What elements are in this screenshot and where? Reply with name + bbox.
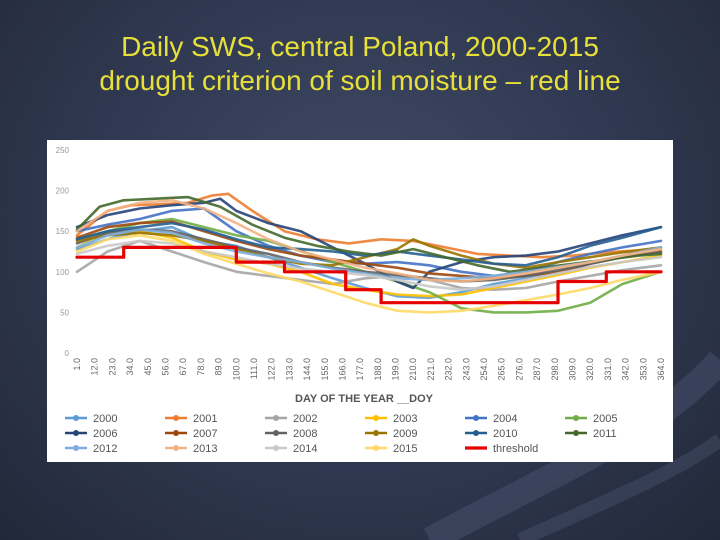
legend-marker	[273, 415, 279, 421]
legend-marker	[173, 430, 179, 436]
legend-marker	[273, 430, 279, 436]
legend-marker	[373, 445, 379, 451]
x-tick-label: 100.0	[231, 358, 241, 381]
legend-label: 2012	[93, 443, 117, 455]
legend-marker	[73, 445, 79, 451]
legend-marker	[273, 445, 279, 451]
x-axis-label: DAY OF THE YEAR __DOY	[295, 393, 434, 405]
legend-label: 2009	[393, 428, 417, 440]
title-line-1: Daily SWS, central Poland, 2000-2015	[121, 31, 599, 62]
x-tick-label: 298.0	[550, 358, 560, 381]
y-tick-label: 100	[56, 268, 70, 277]
legend-marker	[473, 430, 479, 436]
series-line-threshold	[75, 245, 663, 305]
x-tick-label: 287.0	[532, 358, 542, 381]
x-tick-label: 353.0	[638, 358, 648, 381]
x-tick-label: 23.0	[107, 358, 117, 376]
legend-label: 2015	[393, 443, 417, 455]
legend-label: 2002	[293, 413, 317, 425]
x-tick-label: 254.0	[479, 358, 489, 381]
x-tick-label: 122.0	[267, 358, 277, 381]
y-tick-label: 50	[60, 308, 69, 317]
sws-line-chart: 0 50 100 150 200 250 1.0 12.0 23.0 34.0 45.0 56.0 6…	[56, 146, 666, 455]
legend-marker	[573, 415, 579, 421]
legend-marker	[173, 445, 179, 451]
x-tick-label: 210.0	[408, 358, 418, 381]
x-tick-label: 56.0	[160, 358, 170, 376]
legend-label: 2005	[593, 413, 617, 425]
legend-label: 2013	[193, 443, 217, 455]
x-tick-label: 177.0	[355, 358, 365, 381]
legend-label: 2006	[93, 428, 117, 440]
legend-marker	[473, 415, 479, 421]
legend-label: 2008	[293, 428, 317, 440]
legend-label: 2004	[493, 413, 517, 425]
x-axis: 1.0 12.0 23.0 34.0 45.0 56.0 67.0 78.0 89.0 100.0…	[72, 358, 666, 381]
series-line-2014	[75, 239, 663, 291]
legend-marker	[373, 415, 379, 421]
legend-label: 2010	[493, 428, 517, 440]
legend-marker	[573, 430, 579, 436]
x-tick-label: 276.0	[514, 358, 524, 381]
x-tick-label: 221.0	[426, 358, 436, 381]
x-tick-label: 166.0	[337, 358, 347, 381]
legend-marker	[73, 415, 79, 421]
x-tick-label: 45.0	[143, 358, 153, 376]
series-line-2010	[75, 221, 663, 267]
legend-label: 2001	[193, 413, 217, 425]
x-tick-label: 342.0	[621, 358, 631, 381]
x-tick-label: 320.0	[585, 358, 595, 381]
legend: 2000 2001 2002 2003 2004 2005 2006 2007 2008 2009…	[65, 413, 617, 455]
slide-title: Daily SWS, central Poland, 2000-2015 dro…	[0, 30, 720, 98]
title-line-2: drought criterion of soil moisture – red…	[99, 65, 621, 96]
x-tick-label: 331.0	[603, 358, 613, 381]
y-tick-label: 200	[56, 187, 70, 196]
y-tick-label: 250	[56, 146, 70, 155]
series-line-2001	[75, 192, 663, 259]
x-tick-label: 1.0	[72, 358, 82, 371]
legend-marker	[373, 430, 379, 436]
x-tick-label: 243.0	[461, 358, 471, 381]
x-tick-label: 265.0	[497, 358, 507, 381]
x-tick-label: 309.0	[568, 358, 578, 381]
x-tick-label: 364.0	[656, 358, 666, 381]
x-tick-label: 155.0	[320, 358, 330, 381]
y-axis: 0 50 100 150 200 250	[56, 146, 70, 358]
y-tick-label: 0	[65, 349, 70, 358]
chart-panel: 0 50 100 150 200 250 1.0 12.0 23.0 34.0 45.0 56.0 6…	[47, 140, 673, 462]
x-tick-label: 12.0	[90, 358, 100, 376]
x-tick-label: 111.0	[249, 358, 259, 379]
x-tick-label: 199.0	[391, 358, 401, 381]
x-tick-label: 78.0	[196, 358, 206, 376]
y-tick-label: 150	[56, 227, 70, 236]
series-line-2008	[75, 228, 663, 283]
x-tick-label: 133.0	[284, 358, 294, 381]
series-line-2007	[75, 220, 663, 280]
legend-label: threshold	[493, 443, 538, 455]
legend-label: 2011	[593, 428, 617, 440]
x-tick-label: 144.0	[302, 358, 312, 381]
legend-label: 2007	[193, 428, 217, 440]
x-tick-label: 34.0	[125, 358, 135, 376]
legend-label: 2003	[393, 413, 417, 425]
x-tick-label: 89.0	[214, 358, 224, 376]
legend-label: 2014	[293, 443, 317, 455]
legend-marker	[73, 430, 79, 436]
x-tick-label: 188.0	[373, 358, 383, 381]
series-lines	[75, 192, 663, 314]
legend-label: 2000	[93, 413, 117, 425]
x-tick-label: 67.0	[178, 358, 188, 376]
series-line-2013	[75, 199, 663, 283]
legend-marker	[173, 415, 179, 421]
x-tick-label: 232.0	[444, 358, 454, 381]
